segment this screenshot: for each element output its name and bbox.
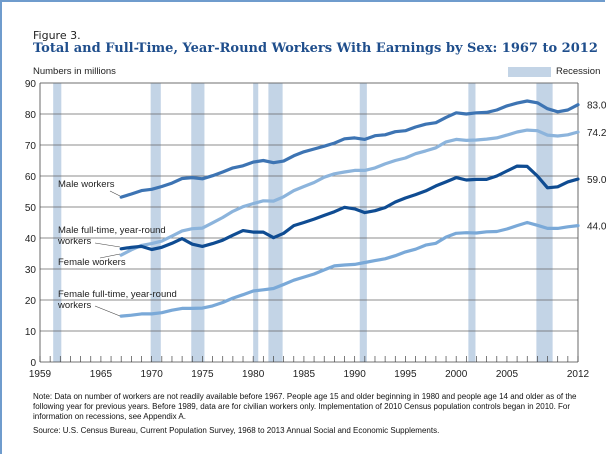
- chart-source: Source: U.S. Census Bureau, Current Popu…: [33, 426, 440, 435]
- annotation-female-fulltime: workers: [57, 300, 92, 311]
- y-tick-label: 20: [25, 296, 37, 307]
- recession-band: [53, 83, 62, 362]
- y-tick-label: 70: [25, 141, 37, 152]
- axes: 0 10 20 30 40 50 60 70 80 90 1959 1965 1970 1975 1980 1…: [25, 79, 590, 380]
- male-workers-line: [119, 99, 580, 199]
- female-fulltime-workers-end-label: 44.0: [587, 222, 607, 233]
- y-tick-label: 60: [25, 172, 37, 183]
- annotation-male-workers: Male workers: [58, 179, 115, 190]
- male-fulltime-workers-end-label: 59.0: [587, 175, 607, 186]
- recession-band: [150, 83, 161, 362]
- x-tick-label: 2012: [567, 369, 590, 380]
- figure-label: Figure 3.: [33, 29, 81, 42]
- y-tick-label: 10: [25, 327, 37, 338]
- recession-band: [253, 83, 259, 362]
- female-fulltime-workers-line: [119, 220, 580, 318]
- line-chart: 0 10 20 30 40 50 60 70 80 90 1959 1965 1970 1975 1980 1…: [25, 79, 607, 380]
- series-lines: [119, 99, 580, 318]
- y-tick-label: 30: [25, 265, 37, 276]
- female-workers-line: [119, 128, 580, 257]
- x-tick-label: 1965: [90, 369, 113, 380]
- legend-recession-label: Recession: [556, 66, 601, 77]
- x-tick-label: 1980: [242, 369, 265, 380]
- y-axis-label: Numbers in millions: [33, 66, 116, 77]
- male-fulltime-workers-line: [119, 164, 580, 252]
- legend: Recession: [508, 66, 600, 77]
- recession-band: [468, 83, 476, 362]
- recession-band: [536, 83, 553, 362]
- x-tick-label: 2000: [445, 369, 468, 380]
- annotation-male-fulltime: Male full-time, year-round: [58, 225, 166, 236]
- recession-bands: [53, 83, 553, 362]
- leader-line: [94, 305, 121, 317]
- x-tick-label: 1959: [29, 369, 52, 380]
- x-tick-label: 1975: [191, 369, 214, 380]
- x-tick-label: 1995: [394, 369, 417, 380]
- recession-band: [359, 83, 367, 362]
- x-tick-label: 1985: [293, 369, 316, 380]
- female-workers-end-label: 74.2: [587, 128, 607, 139]
- y-tick-label: 40: [25, 234, 37, 245]
- chart-note: Note: Data on number of workers are not …: [33, 392, 577, 421]
- recession-band: [191, 83, 205, 362]
- recession-band: [268, 83, 283, 362]
- y-tick-label: 0: [30, 358, 36, 369]
- annotations: 83.0 74.2 59.0 44.0 Male workers Male full-ti…: [57, 101, 607, 317]
- x-tick-label: 2005: [496, 369, 519, 380]
- y-tick-label: 50: [25, 203, 37, 214]
- y-tick-label: 80: [25, 110, 37, 121]
- leader-line: [94, 242, 121, 248]
- leader-line: [109, 190, 121, 197]
- annotation-female-fulltime: Female full-time, year-round: [58, 289, 177, 300]
- leader-line: [99, 253, 121, 259]
- chart-title: Total and Full-Time, Year-Round Workers …: [33, 41, 598, 56]
- annotation-female-workers: Female workers: [58, 257, 126, 268]
- y-tick-label: 90: [25, 79, 37, 90]
- annotation-male-fulltime: workers: [57, 236, 92, 247]
- x-tick-label: 1990: [344, 369, 367, 380]
- x-tick-label: 1970: [141, 369, 164, 380]
- male-workers-end-label: 83.0: [587, 101, 607, 112]
- legend-recession-swatch: [508, 66, 551, 77]
